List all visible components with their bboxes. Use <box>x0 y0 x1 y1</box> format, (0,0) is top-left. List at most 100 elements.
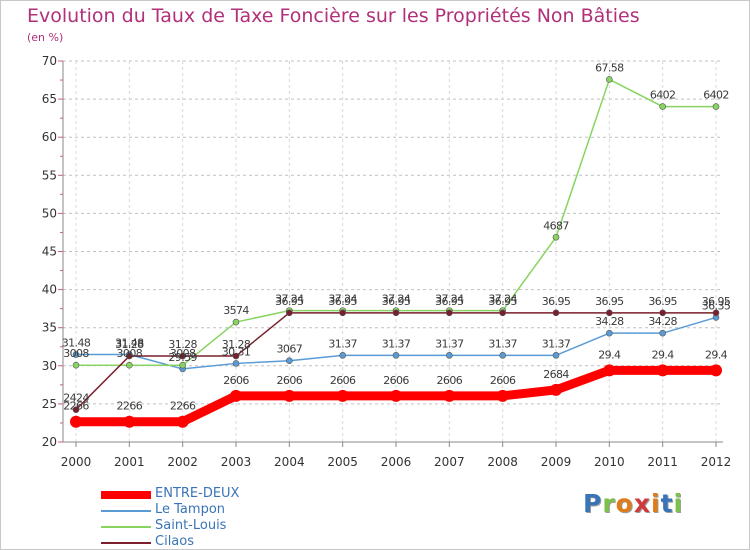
data-point <box>176 415 189 428</box>
x-tick-label: 2010 <box>594 455 625 469</box>
x-tick-label: 2002 <box>167 455 198 469</box>
y-tick-label: 30 <box>42 359 57 373</box>
data-point <box>72 406 80 413</box>
data-label: 6402 <box>703 89 729 102</box>
x-tick-label: 2012 <box>701 455 732 469</box>
x-tick-label: 2004 <box>274 455 305 469</box>
data-label: 36.95 <box>702 295 731 308</box>
data-label: 29.4 <box>705 348 728 361</box>
data-point <box>72 361 80 369</box>
x-tick-label: 2003 <box>221 455 252 469</box>
data-point <box>232 352 240 360</box>
data-label: 2266 <box>63 400 89 413</box>
data-label: 4687 <box>543 219 569 232</box>
y-tick-label: 65 <box>42 92 57 106</box>
legend-swatch-cilaos <box>101 542 151 544</box>
data-label: 36.95 <box>275 295 304 308</box>
data-point <box>446 309 453 317</box>
data-label: 36.95 <box>382 295 411 308</box>
data-point <box>286 357 293 364</box>
data-point <box>126 352 133 360</box>
data-label: 36.95 <box>435 295 464 308</box>
logo-letter: i <box>673 489 684 518</box>
data-label: 2606 <box>223 374 249 387</box>
x-tick-label: 2009 <box>541 455 572 469</box>
data-point <box>552 352 560 359</box>
x-tick-label: 2000 <box>61 455 92 469</box>
x-tick-label: 2001 <box>114 455 145 469</box>
data-point <box>339 352 346 359</box>
data-point <box>179 352 186 360</box>
data-label: 36.95 <box>542 295 571 308</box>
data-label: 37.24 <box>328 293 357 306</box>
logo-letter: P <box>583 489 603 518</box>
data-label: 31.48 <box>115 337 144 350</box>
data-label: 3067 <box>277 343 303 356</box>
data-label: 36.95 <box>595 295 624 308</box>
legend-swatch-le-tampon <box>101 510 151 512</box>
logo-letter: r <box>602 489 616 518</box>
y-tick-label: 50 <box>42 206 57 220</box>
data-label: 2266 <box>170 400 196 413</box>
data-point <box>712 309 720 317</box>
logo-letter: x <box>633 489 651 518</box>
data-point <box>659 329 666 337</box>
data-point <box>603 364 616 377</box>
proxiti-logo: Proxiti <box>583 489 683 518</box>
data-label: 6402 <box>650 89 676 102</box>
data-label: 30.31 <box>222 345 251 358</box>
y-tick-label: 55 <box>42 168 57 182</box>
logo-letter: o <box>615 489 634 518</box>
data-point <box>552 233 560 241</box>
y-tick-label: 60 <box>42 130 57 144</box>
data-point <box>392 352 400 359</box>
data-label: 2606 <box>383 374 409 387</box>
legend-label-le-tampon: Le Tampon <box>155 502 226 517</box>
data-label: 31.37 <box>488 337 517 350</box>
legend-label-entre-deux: ENTRE-DEUX <box>155 486 240 501</box>
data-label: 34.28 <box>648 315 677 328</box>
data-label: 3008 <box>63 347 89 360</box>
data-point <box>123 415 136 428</box>
data-point <box>336 389 349 402</box>
data-point <box>392 309 400 317</box>
data-point <box>232 318 240 326</box>
chart-title: Evolution du Taux de Taxe Foncière sur l… <box>27 5 640 27</box>
data-label: 2424 <box>63 392 89 405</box>
x-tick-label: 2008 <box>487 455 518 469</box>
data-point <box>656 364 669 377</box>
y-tick-label: 25 <box>42 397 57 411</box>
data-label: 36.95 <box>328 295 357 308</box>
data-point <box>712 103 720 110</box>
data-point <box>286 309 293 317</box>
y-tick-label: 45 <box>42 245 57 259</box>
data-point <box>126 361 133 369</box>
x-tick-label: 2005 <box>327 455 358 469</box>
logo-letter: t <box>660 489 674 518</box>
data-label: 2684 <box>543 368 569 381</box>
data-label: 29.4 <box>598 348 621 361</box>
y-tick-label: 70 <box>42 54 57 68</box>
data-point <box>72 351 80 358</box>
data-label: 36.95 <box>488 295 517 308</box>
x-tick-label: 2007 <box>434 455 465 469</box>
data-label: 37.24 <box>435 293 464 306</box>
y-tick-label: 35 <box>42 321 57 335</box>
data-point <box>606 329 613 337</box>
y-tick-label: 40 <box>42 283 57 297</box>
data-point <box>446 352 453 359</box>
data-label: 31.28 <box>168 338 197 351</box>
data-label: 2606 <box>490 374 516 387</box>
data-label: 2606 <box>437 374 463 387</box>
data-label: 31.37 <box>542 337 571 350</box>
data-label: 34.28 <box>595 315 624 328</box>
data-point <box>339 309 346 317</box>
data-point <box>283 389 296 402</box>
data-point <box>552 309 560 317</box>
data-point <box>550 383 562 396</box>
data-label: 29.59 <box>168 351 197 364</box>
data-label: 31.28 <box>115 338 144 351</box>
legend-swatch-entre-deux <box>101 491 151 499</box>
